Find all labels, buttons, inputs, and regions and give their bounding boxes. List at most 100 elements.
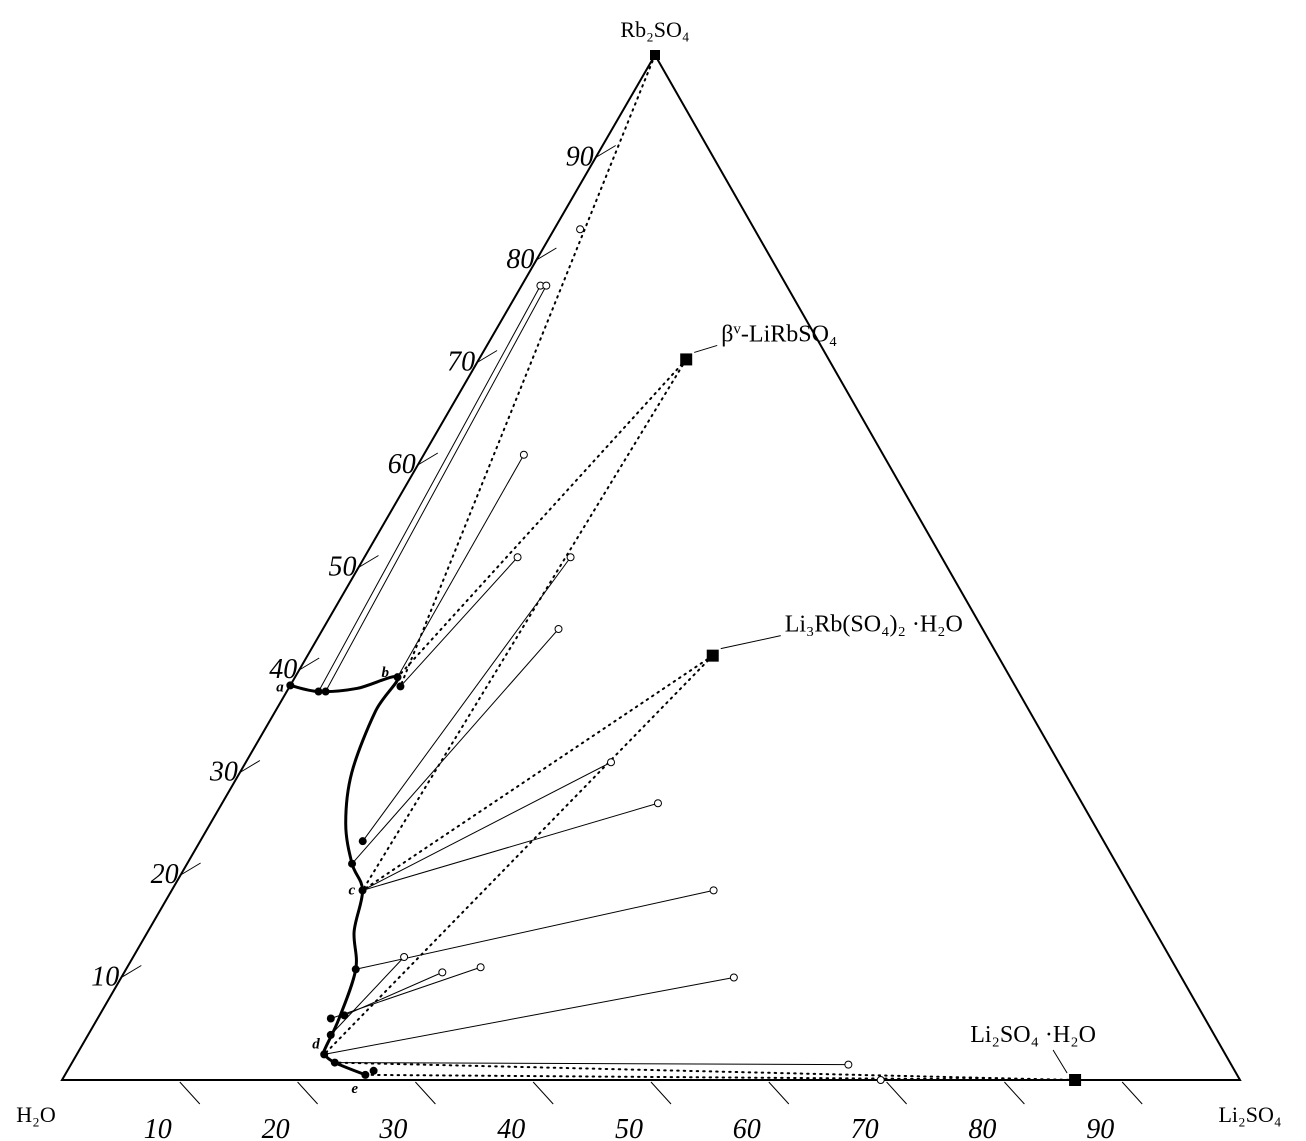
dotted-line <box>361 654 714 892</box>
solubility-point <box>351 965 360 974</box>
vertex-label-top: Rb₂SO₄ <box>620 17 689 42</box>
left-tick-mark <box>298 657 320 671</box>
tie-line <box>325 285 547 692</box>
bottom-tick-label: 20 <box>262 1114 290 1141</box>
bottom-tick-label: 50 <box>615 1114 643 1141</box>
solubility-point <box>314 687 323 696</box>
wet-residue-point <box>844 1060 853 1069</box>
vertex-label-bottom-right: Li₂SO₄ <box>1218 1102 1281 1127</box>
invariant-point-label: c <box>349 882 356 898</box>
bottom-tick-mark <box>886 1081 907 1105</box>
data-points <box>286 50 1082 1086</box>
solubility-point <box>330 1058 339 1067</box>
tie-line <box>362 761 612 891</box>
wet-residue-point <box>519 450 528 459</box>
solid-phase-label: Li₂SO₄ ·H₂O <box>970 1022 1096 1048</box>
solubility-point <box>326 1030 335 1039</box>
wet-residue-point <box>554 625 563 633</box>
solid-phase-label: Li₃Rb(SO₄)₂ ·H₂O <box>785 612 963 638</box>
solubility-point <box>326 1014 335 1023</box>
tie-lines <box>318 285 849 1066</box>
bottom-tick-label: 30 <box>378 1114 407 1141</box>
tie-line <box>318 285 541 692</box>
solid-phase-label: βv-LiRbSO₄ <box>721 321 837 347</box>
bottom-tick-mark <box>650 1081 672 1105</box>
bottom-tick-mark <box>1004 1081 1025 1105</box>
wet-residue-point <box>476 963 485 972</box>
vertex-marker-rb2so4 <box>650 50 660 60</box>
wet-residue-point <box>709 886 718 895</box>
wet-residue-point <box>438 968 447 977</box>
solubility-point <box>286 681 295 690</box>
bottom-tick-mark <box>768 1081 790 1105</box>
vertex-label-bottom-left: H₂O <box>16 1102 55 1127</box>
wet-residue-point <box>513 553 522 562</box>
solubility-point <box>358 837 367 846</box>
dotted-lines <box>323 54 1077 1081</box>
tie-line <box>362 556 571 842</box>
left-tick-mark <box>121 965 142 978</box>
solubility-point <box>340 1011 349 1020</box>
wet-residue-point <box>566 553 575 562</box>
invariant-point-label: a <box>276 679 284 695</box>
left-tick-mark <box>180 862 201 876</box>
phase-leader-line <box>1052 1049 1068 1074</box>
bottom-tick-mark <box>179 1081 201 1105</box>
invariant-point-label: e <box>351 1081 358 1097</box>
wet-residue-point <box>876 1076 885 1084</box>
triangle-outline <box>60 52 1242 1081</box>
bottom-tick-mark <box>532 1081 554 1105</box>
phase-leader-line <box>720 635 781 650</box>
dotted-line <box>361 358 688 892</box>
left-tick-mark <box>417 452 439 466</box>
tie-line <box>355 889 714 970</box>
solubility-point <box>369 1066 378 1075</box>
tie-line <box>400 556 518 687</box>
dotted-line <box>399 54 656 688</box>
tie-line <box>324 977 734 1055</box>
solid-phase-marker <box>680 353 693 366</box>
left-tick-mark <box>476 350 498 363</box>
labels: βv-LiRbSO₄ Li₃Rb(SO₄)₂ ·H₂O Li₂SO₄ ·H₂O a b c… <box>16 17 1281 1127</box>
invariant-point-label: b <box>382 665 390 681</box>
dotted-line <box>396 358 688 679</box>
bottom-tick-label: 60 <box>733 1114 761 1141</box>
dotted-line <box>333 1061 1077 1081</box>
bottom-tick-label: 70 <box>851 1114 879 1141</box>
solid-phase-marker <box>1069 1074 1082 1086</box>
invariant-point-label: d <box>312 1036 320 1052</box>
dotted-line <box>323 654 714 1056</box>
solubility-point <box>358 886 367 895</box>
solubility-point <box>321 687 330 696</box>
solubility-point <box>393 673 402 682</box>
bottom-tick-mark <box>297 1081 318 1105</box>
left-tick-mark <box>595 145 616 158</box>
wet-residue-point <box>576 225 585 234</box>
tie-line <box>334 1062 849 1066</box>
bottom-tick-mark <box>1121 1081 1143 1105</box>
wet-residue-point <box>729 973 738 982</box>
bottom-tick-label: 80 <box>968 1114 996 1141</box>
wet-residue-point <box>542 281 551 290</box>
left-tick-mark <box>239 760 261 773</box>
wet-residue-point <box>400 953 409 961</box>
wet-residue-point <box>653 799 662 808</box>
solid-phase-marker <box>706 649 719 662</box>
tie-line <box>330 956 405 1036</box>
left-tick-mark <box>536 247 557 261</box>
solubility-point <box>361 1070 370 1079</box>
tie-line <box>344 971 443 1016</box>
solubility-point <box>396 682 405 691</box>
tie-line <box>397 454 525 678</box>
solubility-point <box>320 1050 329 1059</box>
bottom-tick-label: 40 <box>497 1114 525 1141</box>
bottom-tick-label: 10 <box>144 1114 172 1141</box>
solubility-point <box>348 859 357 868</box>
triangle-frame <box>60 52 1242 1081</box>
tie-line <box>351 628 559 865</box>
bottom-tick-mark <box>415 1081 436 1105</box>
wet-residue-point <box>607 758 616 767</box>
phase-leader-line <box>694 344 718 353</box>
